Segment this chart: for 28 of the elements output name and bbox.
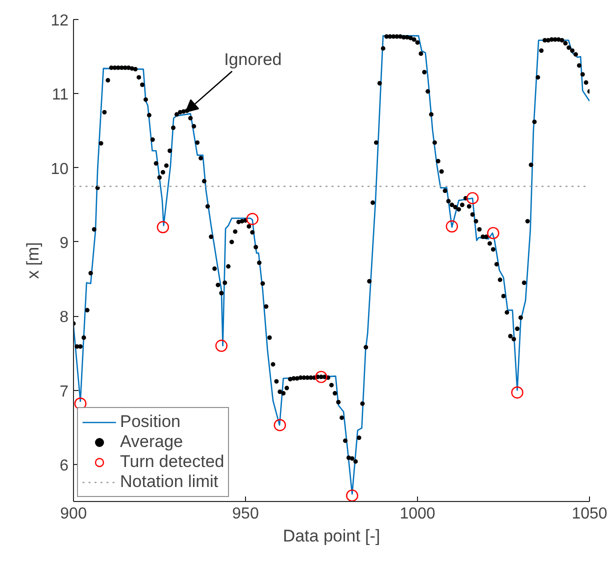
legend-label: Position bbox=[120, 412, 180, 432]
y-tick-label: 7 bbox=[60, 383, 69, 400]
y-tick-label: 8 bbox=[60, 309, 69, 326]
point bbox=[274, 419, 286, 432]
x-tick-label: 950 bbox=[232, 506, 259, 522]
point bbox=[487, 226, 500, 240]
annotation: Ignored bbox=[224, 50, 282, 70]
point bbox=[346, 489, 358, 502]
point bbox=[446, 220, 458, 232]
point bbox=[246, 212, 258, 226]
y-tick-label: 10 bbox=[50, 160, 69, 178]
legend-label: Notation limit bbox=[120, 472, 218, 492]
point bbox=[215, 340, 228, 352]
x-axis-title: Data point [-] bbox=[282, 526, 380, 546]
y-tick-label: 9 bbox=[60, 234, 69, 252]
x-tick-label: 900 bbox=[60, 506, 87, 522]
x-tick-label: 1050 bbox=[572, 506, 608, 522]
legend-label: Average bbox=[120, 432, 184, 452]
y-tick-label: 11 bbox=[52, 86, 69, 104]
y-axis-title: x [m] bbox=[24, 242, 43, 279]
legend-label: Turn detected bbox=[120, 452, 224, 472]
point bbox=[511, 386, 524, 399]
y-tick-label: 6 bbox=[60, 457, 69, 474]
point bbox=[315, 370, 328, 384]
x-tick-label: 1000 bbox=[400, 506, 436, 522]
point bbox=[466, 192, 479, 204]
y-tick-label: 12 bbox=[50, 12, 69, 30]
point bbox=[156, 221, 170, 234]
